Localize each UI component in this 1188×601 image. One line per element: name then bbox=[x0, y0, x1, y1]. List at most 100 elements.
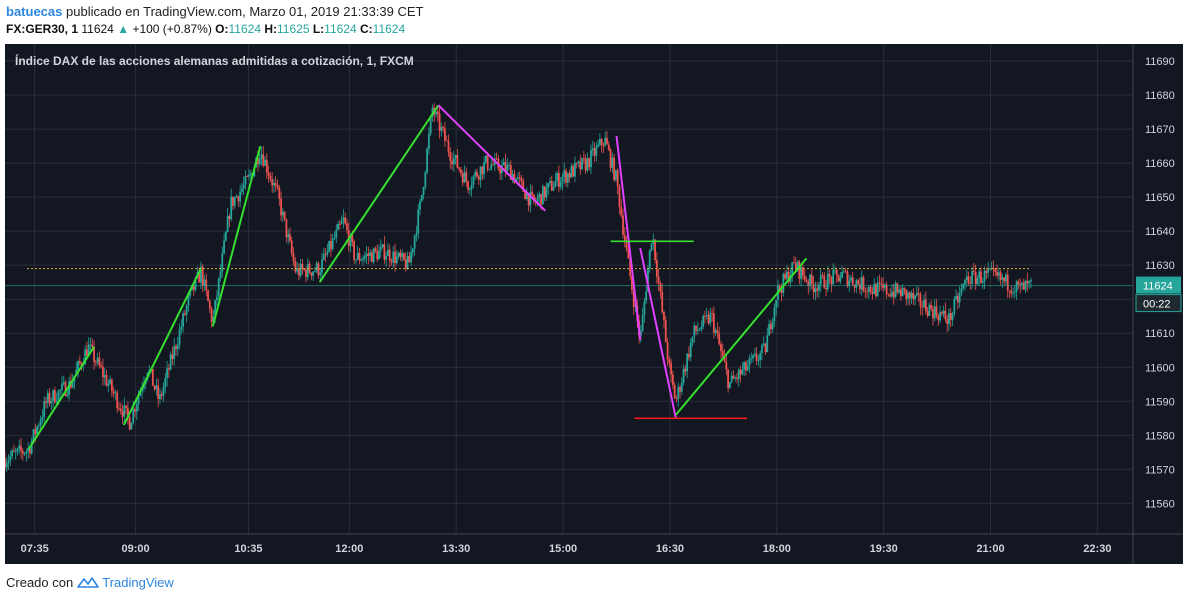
candle-body bbox=[121, 410, 124, 417]
open-value: 11624 bbox=[228, 22, 261, 36]
candle-body bbox=[30, 440, 33, 454]
candle-body bbox=[818, 284, 820, 291]
candle-body bbox=[901, 287, 904, 297]
candle-body bbox=[910, 292, 913, 299]
candle-body bbox=[616, 170, 619, 187]
candle-body bbox=[134, 409, 136, 412]
candle-body bbox=[912, 292, 915, 300]
candle-body bbox=[750, 358, 753, 360]
candle-body bbox=[458, 167, 461, 170]
candle-body bbox=[584, 158, 587, 171]
candle-body bbox=[525, 193, 528, 200]
candle-body bbox=[663, 311, 665, 321]
candle-body bbox=[331, 238, 334, 250]
high-label: H: bbox=[264, 22, 278, 36]
candle-body bbox=[593, 148, 596, 156]
candle-body bbox=[748, 358, 751, 367]
candle-body bbox=[848, 280, 851, 286]
candle-body bbox=[13, 450, 15, 452]
candle-body bbox=[262, 154, 265, 166]
candle-body bbox=[403, 253, 405, 260]
candle-body bbox=[741, 369, 744, 375]
candle-body bbox=[232, 196, 234, 206]
candle-body bbox=[727, 369, 730, 388]
candle-body bbox=[169, 354, 172, 370]
candle-body bbox=[769, 323, 772, 330]
candle-body bbox=[297, 268, 300, 276]
candle-body bbox=[216, 296, 218, 301]
wave-line-green bbox=[211, 145, 262, 327]
candle-body bbox=[5, 463, 8, 468]
candle-body bbox=[671, 374, 674, 385]
candle-body bbox=[7, 460, 10, 464]
candle-body bbox=[87, 344, 90, 356]
candle-body bbox=[846, 271, 849, 286]
candle-body bbox=[720, 344, 722, 352]
candle-body bbox=[96, 357, 99, 363]
candle-body bbox=[244, 176, 247, 185]
candle-body bbox=[1006, 274, 1009, 291]
candle-body bbox=[728, 382, 731, 388]
candle-body bbox=[828, 273, 831, 278]
candle-body bbox=[171, 354, 174, 360]
tradingview-link[interactable]: TradingView bbox=[102, 575, 174, 590]
candle-body bbox=[682, 368, 685, 383]
candle-body bbox=[205, 279, 208, 291]
candle-body bbox=[761, 345, 763, 354]
candle-body bbox=[949, 312, 952, 320]
candle-body bbox=[602, 145, 605, 147]
candle-body bbox=[119, 408, 122, 411]
candle-body bbox=[595, 146, 598, 156]
candle-body bbox=[504, 162, 507, 172]
wave-line-green bbox=[122, 268, 202, 426]
candle-body bbox=[333, 238, 336, 240]
candle-body bbox=[23, 453, 26, 455]
price-chart[interactable]: Índice DAX de las acciones alemanas admi… bbox=[4, 44, 1183, 564]
candle-body bbox=[447, 140, 450, 152]
candle-body bbox=[460, 169, 462, 174]
candle-body bbox=[568, 173, 571, 178]
candle-body bbox=[105, 375, 108, 386]
candle-body bbox=[919, 294, 922, 307]
candle-body bbox=[803, 275, 806, 281]
candle-body bbox=[657, 276, 660, 283]
candle-body bbox=[517, 177, 519, 179]
candle-body bbox=[875, 284, 877, 297]
candle-body bbox=[732, 375, 735, 379]
candle-body bbox=[91, 344, 94, 347]
candle-body bbox=[442, 127, 445, 129]
chart-frame[interactable]: Índice DAX de las acciones alemanas admi… bbox=[4, 44, 1183, 564]
candle-body bbox=[292, 253, 295, 262]
candle-body bbox=[631, 276, 633, 291]
candle-body bbox=[695, 325, 697, 331]
candle-body bbox=[406, 256, 409, 269]
candle-body bbox=[1003, 277, 1006, 282]
tradingview-logo-icon[interactable] bbox=[77, 576, 99, 588]
candle-body bbox=[68, 381, 71, 395]
candle-body bbox=[965, 276, 968, 280]
candle-body bbox=[698, 329, 701, 331]
candle-body bbox=[958, 293, 961, 303]
candle-body bbox=[964, 279, 966, 285]
candle-body bbox=[908, 292, 911, 299]
candle-body bbox=[390, 260, 393, 263]
candle-body bbox=[157, 385, 160, 399]
candle-body bbox=[960, 288, 963, 294]
candle-body bbox=[98, 357, 101, 366]
candle-body bbox=[230, 196, 233, 220]
candle-body bbox=[737, 369, 740, 380]
candle-body bbox=[242, 184, 245, 189]
candle-body bbox=[233, 197, 236, 206]
candle-body bbox=[276, 185, 279, 188]
candle-body bbox=[449, 151, 452, 161]
candle-body bbox=[996, 272, 998, 276]
candle-body bbox=[337, 223, 339, 230]
candle-body bbox=[643, 301, 646, 315]
candle-body bbox=[52, 390, 54, 401]
candle-body bbox=[889, 294, 892, 297]
author-link[interactable]: batuecas bbox=[6, 4, 63, 19]
candle-body bbox=[75, 369, 78, 376]
candle-body bbox=[844, 271, 847, 273]
price-tick-label: 11580 bbox=[1145, 430, 1175, 442]
candle-body bbox=[189, 290, 192, 296]
